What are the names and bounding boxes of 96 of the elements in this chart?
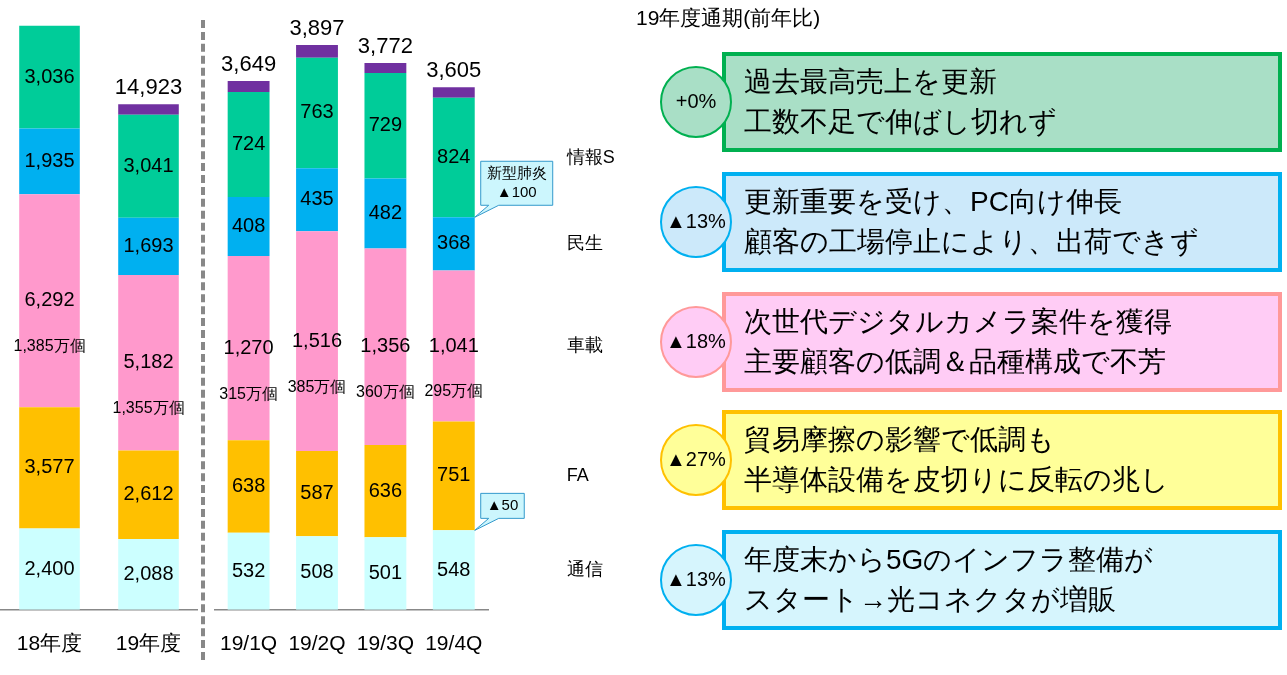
text: 過去最高売上を更新 — [744, 65, 998, 99]
text: 通信 — [566, 559, 603, 580]
data-label: 6,292 — [24, 288, 75, 311]
annotation: 1,385万個 — [13, 337, 86, 355]
text: スタート→光コネクタが増販 — [744, 583, 1117, 617]
data-label: 824 — [437, 145, 471, 168]
bar — [296, 57, 338, 169]
data-label: 1,935 — [24, 148, 75, 171]
text: 次世代デジタルカメラ案件を獲得 — [744, 305, 1172, 339]
annotation: 360万個 — [356, 383, 415, 401]
data-label: 532 — [231, 558, 266, 581]
data-label: 724 — [231, 132, 266, 155]
data-label: 763 — [300, 100, 334, 123]
text: 工数不足で伸ばし切れず — [744, 105, 1057, 139]
bar — [432, 421, 475, 531]
annotation: 315万個 — [219, 384, 278, 402]
data-label: 435 — [300, 187, 334, 210]
text: ▲13% — [665, 568, 727, 591]
x-tick-label: 18年度 — [16, 631, 83, 655]
data-label: 751 — [437, 463, 471, 486]
bar — [118, 217, 179, 276]
data-label: 368 — [437, 231, 471, 254]
text: ▲13% — [665, 210, 727, 233]
bar — [364, 537, 407, 610]
data-label: 408 — [231, 214, 266, 237]
bar — [432, 87, 475, 98]
data-label: 548 — [437, 557, 471, 580]
data-label: 638 — [231, 473, 266, 496]
data-label: 1,356 — [360, 334, 411, 357]
data-label: 1,270 — [223, 335, 274, 358]
bar — [227, 92, 270, 197]
data-label: 482 — [368, 201, 403, 224]
annotation: ▲50 — [486, 496, 519, 514]
data-label: 587 — [300, 481, 334, 504]
bar — [118, 114, 179, 218]
bar — [118, 104, 179, 115]
text: FA — [566, 464, 589, 485]
text: 情報S — [565, 146, 615, 167]
bar — [296, 451, 338, 537]
total-label: 14,923 — [114, 74, 183, 100]
bar — [364, 72, 407, 179]
x-tick-label: 19/2Q — [288, 631, 346, 655]
text: 顧客の工場停止により、出荷できず — [744, 225, 1199, 259]
data-label: 2,088 — [123, 561, 174, 584]
data-label: 1,516 — [291, 328, 343, 351]
data-label: 3,041 — [123, 153, 174, 176]
text: ▲27% — [665, 448, 727, 471]
bar — [364, 63, 407, 73]
data-label: 729 — [368, 113, 403, 136]
bar — [19, 528, 80, 610]
text: 主要顧客の低調＆品種構成で不芳 — [744, 345, 1167, 379]
bar — [296, 536, 338, 610]
text: 半導体設備を皮切りに反転の兆し — [744, 463, 1169, 497]
text: 貿易摩擦の影響で低調も — [744, 423, 1056, 457]
bar — [118, 539, 179, 610]
bar — [227, 440, 270, 533]
data-label: 3,036 — [24, 64, 75, 87]
bar — [19, 407, 80, 529]
text: 車載 — [566, 335, 603, 356]
data-label: 3,577 — [24, 455, 75, 478]
data-label: 508 — [300, 560, 334, 583]
text: 民生 — [566, 232, 603, 253]
data-label: 501 — [368, 561, 403, 584]
bar — [364, 444, 407, 538]
x-tick-label: 19/1Q — [219, 631, 278, 655]
text: 更新重要を受け、PC向け伸長 — [744, 185, 1123, 219]
bar — [432, 97, 475, 218]
bar — [364, 178, 407, 249]
text: 年度末から5Gのインフラ整備が — [744, 543, 1154, 577]
bar — [296, 44, 338, 58]
text: 19年度通期(前年比) — [636, 5, 821, 31]
bar — [19, 25, 80, 129]
bar — [227, 532, 270, 610]
text: +0% — [674, 90, 718, 113]
annotation: 295万個 — [424, 382, 484, 400]
bar — [19, 128, 80, 195]
total-label: 3,649 — [221, 50, 277, 76]
total-label: 3,605 — [426, 57, 482, 83]
bar — [118, 450, 179, 540]
data-label: 2,612 — [123, 482, 174, 505]
x-tick-label: 19/3Q — [356, 631, 415, 655]
x-tick-label: 19年度 — [115, 631, 182, 655]
data-label: 636 — [368, 478, 403, 501]
annotation: 新型肺炎 ▲100 — [486, 163, 547, 200]
x-tick-label: 19/4Q — [425, 631, 483, 655]
total-label: 3,772 — [357, 33, 413, 59]
data-label: 5,182 — [123, 350, 174, 373]
text: ▲18% — [665, 330, 727, 353]
bar — [296, 168, 338, 232]
data-label: 1,693 — [123, 233, 174, 256]
total-label: 3,897 — [289, 14, 345, 40]
data-label: 1,041 — [428, 333, 479, 356]
annotation: 385万個 — [287, 377, 347, 395]
data-label: 2,400 — [24, 556, 75, 579]
annotation: 1,355万個 — [112, 399, 185, 417]
bar — [227, 80, 270, 93]
